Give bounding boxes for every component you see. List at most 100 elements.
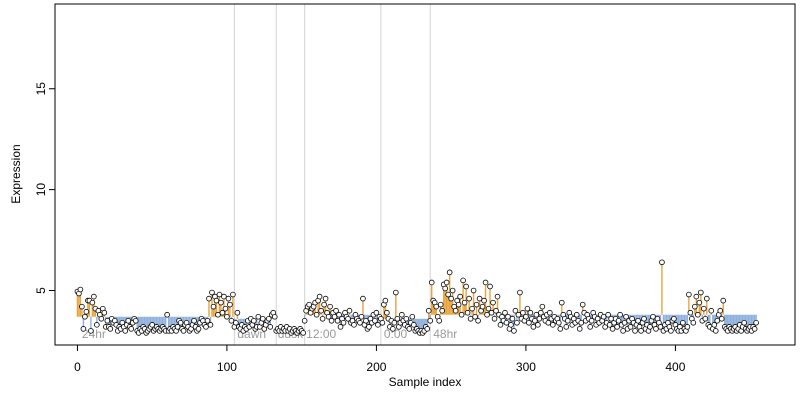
data-point [390,326,396,332]
data-point [357,320,363,326]
data-point [228,317,235,324]
data-point [346,307,353,314]
data-point [558,299,565,306]
x-axis: 0 100 200 300 400 [74,345,686,374]
data-point [475,317,481,324]
data-point [174,324,181,330]
data-point [493,307,499,314]
data-point [557,326,564,332]
data-point [701,305,707,312]
data-point [403,315,410,322]
data-point [409,313,416,320]
data-point [641,315,647,322]
x-tick-label: 0 [74,360,81,374]
data-point [271,313,278,320]
data-point [345,315,351,322]
data-point [360,295,366,302]
data-point [443,279,450,286]
data-point [741,320,747,326]
data-point [328,317,335,324]
data-point [206,295,212,302]
data-point [216,291,223,298]
data-point [617,311,623,318]
data-point [623,313,629,320]
data-point [520,309,526,316]
data-point [331,313,338,320]
data-point [325,313,332,320]
data-point [207,322,214,328]
data-point [530,324,537,330]
data-point [711,322,718,328]
data-point [327,303,333,310]
data-point [476,295,483,302]
data-point [514,320,520,326]
x-tick-label: 300 [516,360,536,374]
data-point [224,313,230,320]
data-point [714,317,721,324]
data-point [91,293,97,300]
data-point [333,307,339,314]
data-point [538,309,544,316]
data-point [535,322,541,328]
data-point [460,277,466,284]
data-point [635,317,641,324]
data-point [472,313,478,320]
data-point [122,328,129,334]
data-point [751,326,758,332]
data-point [251,317,257,324]
data-point [482,279,489,286]
data-point [82,313,88,320]
data-point [210,303,217,310]
data-point [491,315,498,322]
data-point [436,317,443,324]
x-tick-label: 100 [217,360,237,374]
x-tick-label: 200 [366,360,386,374]
data-point [527,309,534,316]
data-point [526,320,532,326]
data-point [195,326,202,332]
data-point [479,303,486,310]
data-point [379,320,386,326]
data-point [334,317,341,324]
data-point [77,286,84,293]
data-point [615,317,622,324]
data-point [505,313,511,320]
data-point [433,303,440,310]
data-point [255,313,262,320]
data-point [485,305,492,312]
data-point [638,328,644,334]
section-label-0: 24hr [82,327,106,341]
data-point [457,293,463,300]
data-point [653,326,659,332]
data-point [267,324,274,330]
data-point [351,322,357,328]
data-point [98,315,105,322]
data-point [512,307,519,314]
data-point [473,301,480,308]
data-point [94,322,100,328]
data-point [448,295,454,302]
data-point [703,295,710,302]
data-point [463,283,469,290]
data-point [425,307,432,314]
data-point [149,322,155,328]
data-point [687,309,694,316]
y-tick-label: 15 [34,82,48,96]
data-point [488,309,495,316]
data-point [605,311,611,318]
data-point [698,289,704,296]
data-point [301,317,308,324]
data-point [213,297,220,304]
data-point [321,301,327,308]
data-point [382,297,389,304]
data-point [300,330,306,336]
data-point [446,269,453,276]
data-point [372,317,378,324]
data-point [718,315,725,322]
data-point [322,295,329,302]
data-point [539,303,546,310]
data-point [363,317,369,324]
data-point [490,299,496,306]
data-point [458,311,465,318]
